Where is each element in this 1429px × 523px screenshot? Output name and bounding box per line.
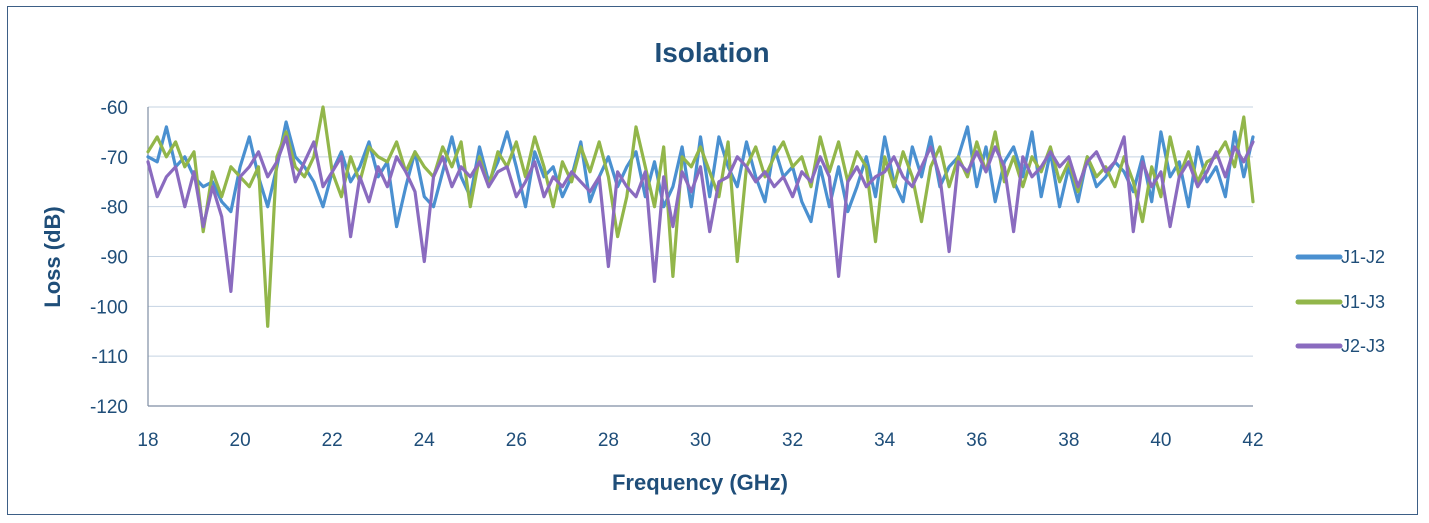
series-lines [146,105,1255,328]
y-tick-label: -90 [101,248,128,269]
y-axis-title: Loss (dB) [40,206,65,307]
chart-title: Isolation [654,37,769,68]
x-tick-label: 20 [230,430,251,451]
x-axis-title: Frequency (GHz) [612,470,788,495]
y-tick-label: -110 [91,347,128,368]
x-tick-label: 26 [506,430,527,451]
y-tick-label: -70 [101,148,128,169]
x-tick-label: 42 [1242,430,1263,451]
y-tick-label: -60 [101,98,128,119]
x-tick-label: 34 [874,430,896,451]
x-tick-label: 28 [598,430,619,451]
x-tick-label: 18 [137,430,158,451]
x-tick-label: 24 [414,430,436,451]
x-axis-ticks: 18 20 22 24 26 28 30 32 34 36 38 40 42 [137,430,1263,451]
legend-label: J1-J2 [1341,247,1385,267]
x-tick-label: 36 [966,430,987,451]
x-tick-label: 38 [1058,430,1079,451]
x-tick-label: 22 [322,430,343,451]
legend-label: J2-J3 [1341,336,1385,356]
x-tick-label: 30 [690,430,711,451]
legend-label: J1-J3 [1341,292,1385,312]
chart-frame [7,6,1418,515]
y-tick-label: -80 [101,198,128,219]
series-line-j2-j3 [146,135,1255,293]
y-axis-ticks: -60 -70 -80 -90 -100 -110 -120 [90,98,128,418]
y-tick-label: -100 [90,297,128,318]
x-tick-label: 32 [782,430,803,451]
legend: J1-J2 J1-J3 J2-J3 [1295,247,1385,356]
y-tick-label: -120 [90,397,128,418]
x-tick-label: 40 [1150,430,1171,451]
